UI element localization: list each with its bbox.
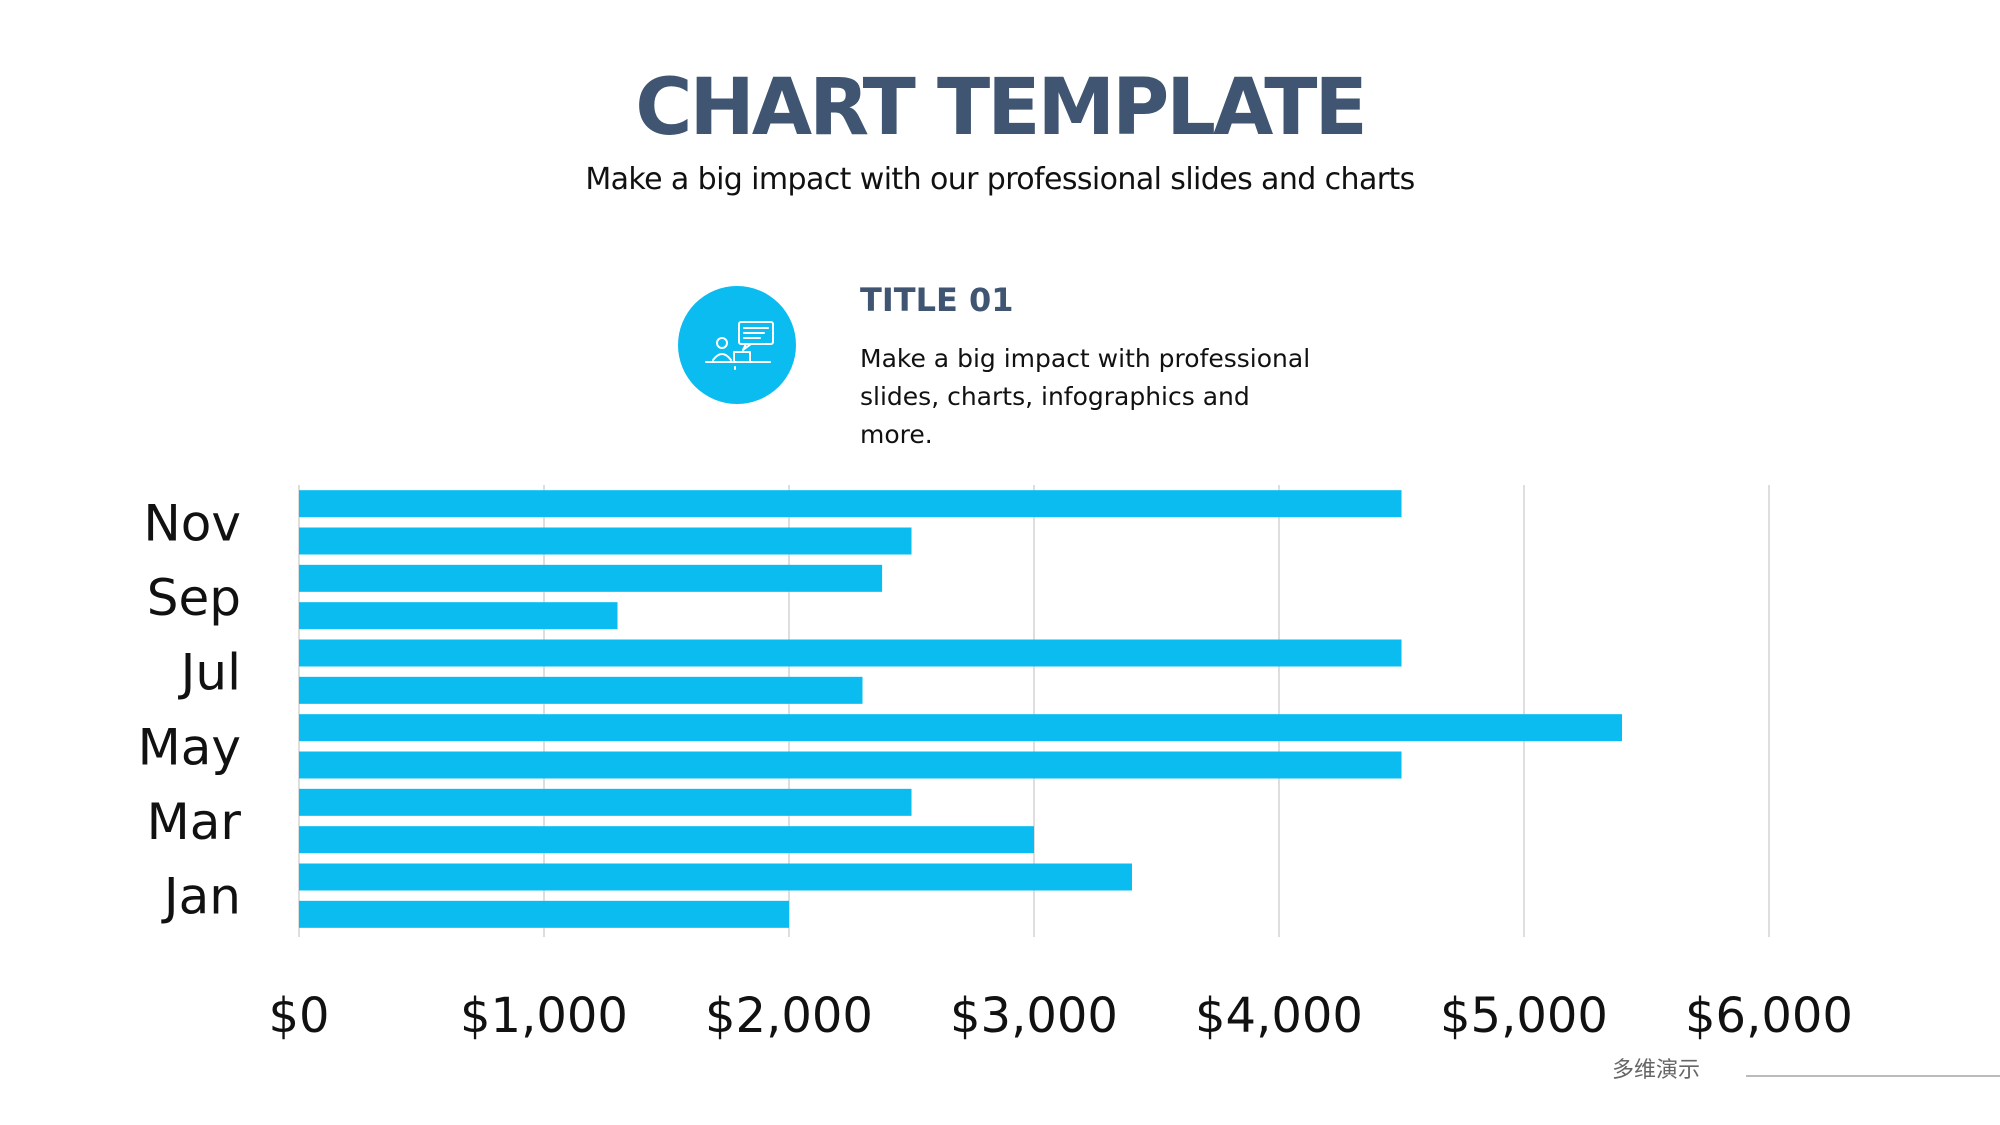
watermark-divider bbox=[1746, 1075, 2000, 1077]
chart-subtitle: Make a big impact with our professional … bbox=[585, 162, 1415, 197]
y-tick-label: Jul bbox=[178, 644, 241, 702]
x-tick-label: $0 bbox=[268, 988, 329, 1044]
bar-oct bbox=[299, 564, 883, 592]
card-icon-badge bbox=[678, 286, 796, 404]
y-tick-label: Jan bbox=[161, 868, 241, 926]
bar-sep bbox=[299, 602, 618, 630]
bar-apr bbox=[299, 788, 912, 816]
bar-jun bbox=[299, 714, 1622, 742]
y-tick-label: May bbox=[138, 718, 241, 776]
y-tick-label: Sep bbox=[147, 569, 241, 627]
person-chat-desk-icon bbox=[705, 321, 774, 370]
bar-aug bbox=[299, 639, 1402, 667]
chart-title: CHART TEMPLATE bbox=[635, 63, 1368, 153]
x-tick-label: $4,000 bbox=[1195, 988, 1363, 1044]
card-title: TITLE 01 bbox=[860, 281, 1014, 319]
y-tick-label: Nov bbox=[143, 494, 241, 552]
watermark-text: 多维演示 bbox=[1612, 1058, 1701, 1083]
bar-dec bbox=[299, 490, 1402, 518]
x-tick-label: $3,000 bbox=[950, 988, 1118, 1044]
y-tick-label: Mar bbox=[147, 793, 242, 851]
bar-mar bbox=[299, 826, 1034, 854]
bar-jul bbox=[299, 676, 863, 704]
card-description: Make a big impact with professional slid… bbox=[860, 344, 1311, 449]
x-tick-label: $1,000 bbox=[460, 988, 628, 1044]
x-tick-label: $2,000 bbox=[705, 988, 873, 1044]
x-tick-label: $5,000 bbox=[1440, 988, 1608, 1044]
bar-jan bbox=[299, 900, 789, 928]
bar-may bbox=[299, 751, 1402, 779]
bar-feb bbox=[299, 863, 1132, 891]
bar-nov bbox=[299, 527, 912, 555]
x-tick-label: $6,000 bbox=[1685, 988, 1853, 1044]
